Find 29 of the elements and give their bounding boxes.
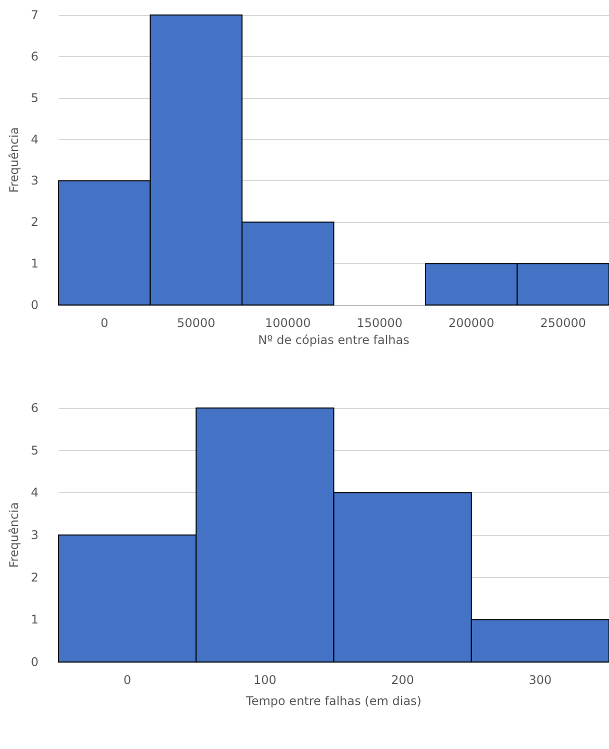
x-tick-label: 0 xyxy=(100,316,108,330)
y-tick-label: 3 xyxy=(30,174,39,188)
y-tick-label: 5 xyxy=(30,90,39,105)
y-tick-label: 0 xyxy=(30,298,39,312)
x-axis-title: Nº de cópias entre falhas xyxy=(258,332,410,347)
x-tick-label: 200000 xyxy=(448,316,494,330)
x-tick-label: 200 xyxy=(391,673,414,687)
x-tick-label: 100 xyxy=(254,673,276,687)
x-axis-title: Tempo entre falhas (em dias) xyxy=(245,694,422,708)
y-axis-title: Frequência xyxy=(7,502,21,568)
y-tick-label: 1 xyxy=(30,256,39,271)
y-tick-label: 5 xyxy=(30,443,39,458)
x-tick-label: 0 xyxy=(124,673,132,687)
x-tick-label: 250000 xyxy=(540,316,586,330)
y-axis-title: Frequência xyxy=(7,127,21,193)
y-tick-label: 1 xyxy=(30,612,39,627)
y-tick-label: 0 xyxy=(30,655,39,669)
x-tick-label: 50000 xyxy=(177,316,216,330)
x-tick-label: 100000 xyxy=(264,316,311,330)
y-tick-label: 6 xyxy=(30,49,39,64)
x-tick-label: 150000 xyxy=(356,316,403,330)
y-tick-label: 2 xyxy=(30,215,39,230)
y-tick-label: 3 xyxy=(30,528,39,542)
y-tick-label: 2 xyxy=(30,570,39,584)
y-tick-label: 6 xyxy=(30,401,39,415)
y-tick-label: 7 xyxy=(30,8,39,22)
y-tick-label: 4 xyxy=(30,132,39,146)
x-tick-label: 300 xyxy=(528,673,552,687)
y-tick-label: 4 xyxy=(30,486,39,500)
